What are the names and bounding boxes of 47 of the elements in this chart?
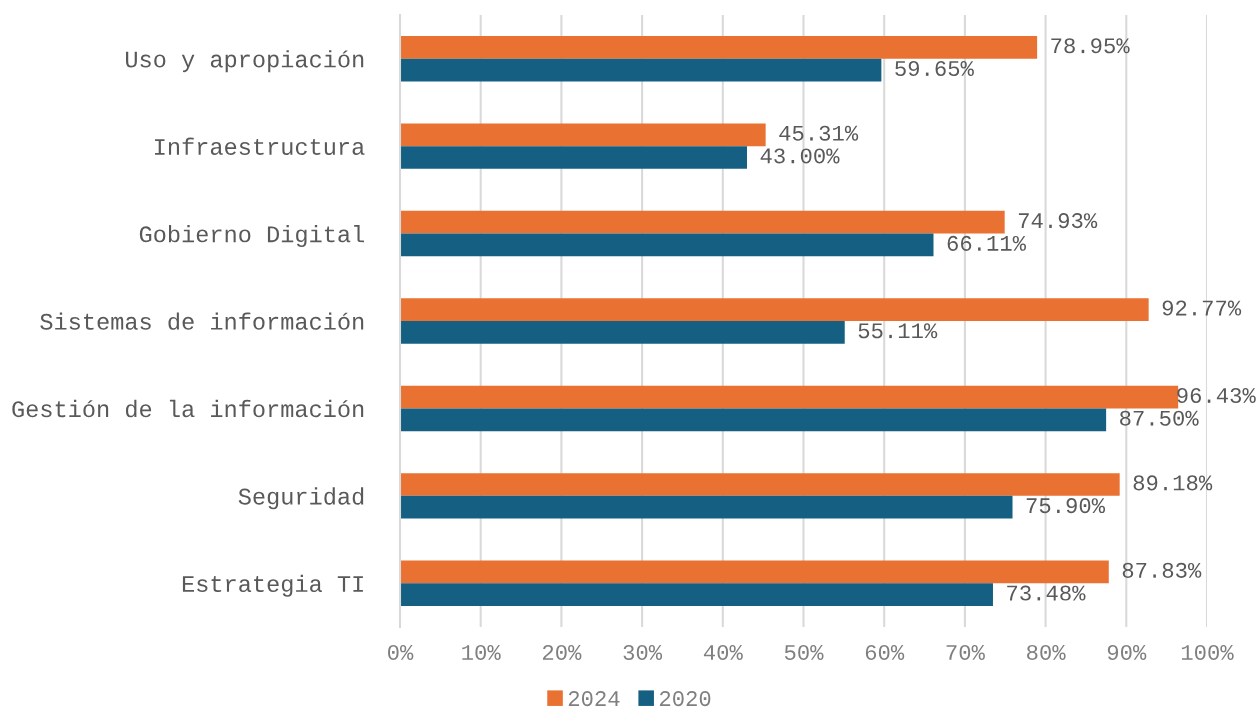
y-tick-label: Sistemas de información <box>40 312 364 330</box>
x-tick-label: 50% <box>784 644 824 660</box>
data-label: 66.11% <box>947 235 1027 251</box>
data-label: 55.11% <box>858 323 938 339</box>
y-tick-label: Uso y apropiación <box>126 50 364 73</box>
data-label: 74.93% <box>1018 213 1098 229</box>
bar <box>400 35 1038 59</box>
data-label: 92.77% <box>1162 300 1242 316</box>
x-tick-label: 20% <box>542 644 582 660</box>
x-tick-label: 80% <box>1027 644 1066 660</box>
legend-label: 2020 <box>659 691 711 707</box>
x-tick-label: 100% <box>1181 644 1234 660</box>
y-tick-label: Gobierno Digital <box>139 225 364 248</box>
y-tick-label: Infraestructura <box>155 137 365 155</box>
data-label: 87.83% <box>1122 562 1202 578</box>
data-label: 45.31% <box>779 125 859 141</box>
x-tick-label: 0% <box>388 644 414 660</box>
bar <box>400 583 993 607</box>
bar <box>400 146 748 169</box>
legend-label: 2024 <box>568 691 620 707</box>
data-label: 59.65% <box>895 60 974 77</box>
bar <box>400 473 1120 496</box>
bar <box>400 495 1013 519</box>
data-label: 89.18% <box>1133 475 1213 491</box>
y-tick-label: Gestión de la información <box>12 399 364 418</box>
data-label: 78.95% <box>1051 38 1130 54</box>
data-label: 43.00% <box>760 148 840 164</box>
bar <box>400 385 1179 409</box>
bar <box>400 408 1107 432</box>
bar <box>400 233 934 257</box>
x-tick-label: 30% <box>623 644 663 660</box>
bar <box>400 123 766 147</box>
bar <box>400 560 1109 584</box>
data-label: 87.50% <box>1120 410 1199 426</box>
x-tick-label: 40% <box>703 644 743 660</box>
y-tick-label: Seguridad <box>238 487 364 510</box>
data-label: 73.48% <box>1007 585 1086 601</box>
x-tick-label: 10% <box>462 644 501 660</box>
bar <box>400 58 882 82</box>
x-tick-label: 90% <box>1107 644 1147 660</box>
data-label: 75.90% <box>1026 498 1106 514</box>
bar <box>400 321 845 344</box>
bar <box>400 298 1149 321</box>
x-tick-label: 70% <box>946 644 985 660</box>
x-tick-label: 60% <box>865 644 905 660</box>
y-tick-label: Estrategia TI <box>182 574 363 597</box>
bar <box>400 210 1005 234</box>
